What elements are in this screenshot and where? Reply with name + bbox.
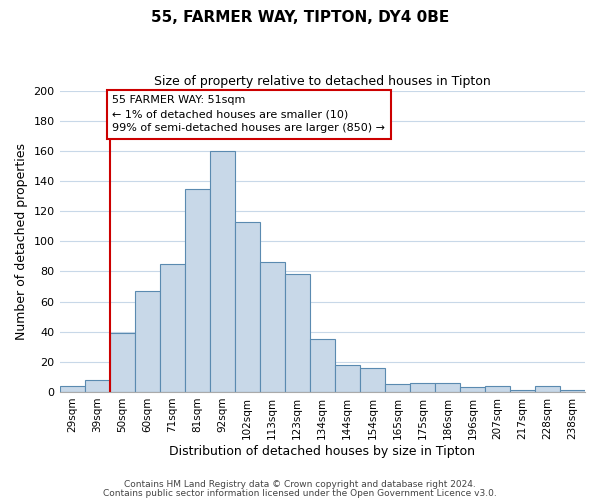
Bar: [460, 388, 485, 392]
Text: Contains public sector information licensed under the Open Government Licence v3: Contains public sector information licen…: [103, 488, 497, 498]
Bar: [560, 390, 585, 392]
Bar: [335, 365, 360, 392]
Bar: [285, 274, 310, 392]
Bar: [209, 151, 235, 392]
Bar: [85, 380, 110, 392]
Bar: [235, 222, 260, 392]
Bar: [510, 390, 535, 392]
Bar: [134, 291, 160, 392]
Bar: [110, 333, 134, 392]
Bar: [485, 386, 510, 392]
Text: 55, FARMER WAY, TIPTON, DY4 0BE: 55, FARMER WAY, TIPTON, DY4 0BE: [151, 10, 449, 25]
Text: 55 FARMER WAY: 51sqm
← 1% of detached houses are smaller (10)
99% of semi-detach: 55 FARMER WAY: 51sqm ← 1% of detached ho…: [112, 95, 385, 133]
Text: Contains HM Land Registry data © Crown copyright and database right 2024.: Contains HM Land Registry data © Crown c…: [124, 480, 476, 489]
Bar: [260, 262, 285, 392]
Bar: [160, 264, 185, 392]
Y-axis label: Number of detached properties: Number of detached properties: [15, 143, 28, 340]
Bar: [410, 383, 435, 392]
X-axis label: Distribution of detached houses by size in Tipton: Distribution of detached houses by size …: [169, 444, 475, 458]
Bar: [435, 383, 460, 392]
Title: Size of property relative to detached houses in Tipton: Size of property relative to detached ho…: [154, 75, 491, 88]
Bar: [385, 384, 410, 392]
Bar: [310, 339, 335, 392]
Bar: [535, 386, 560, 392]
Bar: [360, 368, 385, 392]
Bar: [185, 188, 209, 392]
Bar: [59, 386, 85, 392]
